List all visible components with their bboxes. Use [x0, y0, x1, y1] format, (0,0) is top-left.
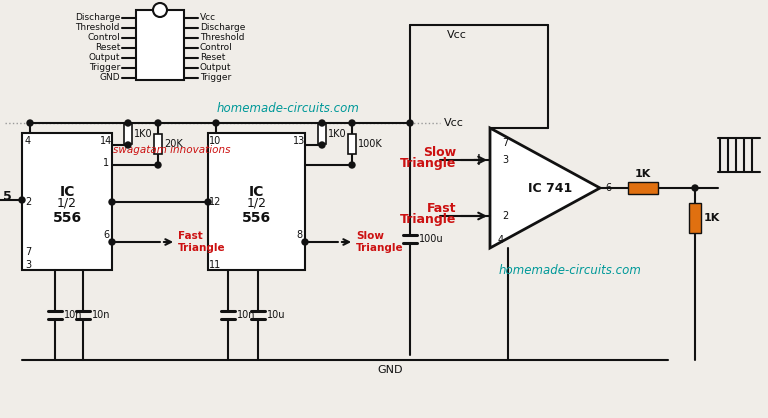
Circle shape — [302, 239, 308, 245]
Text: Slow: Slow — [423, 145, 456, 158]
Text: homemade-circuits.com: homemade-circuits.com — [217, 102, 359, 115]
Circle shape — [109, 239, 115, 245]
Text: IC: IC — [249, 184, 264, 199]
Text: Reset: Reset — [94, 43, 120, 53]
Text: GND: GND — [99, 74, 120, 82]
Text: Triangle: Triangle — [356, 243, 404, 253]
Bar — [208, 133, 305, 270]
Text: 1: 1 — [103, 158, 109, 168]
Circle shape — [155, 162, 161, 168]
Circle shape — [125, 120, 131, 126]
Text: 4: 4 — [25, 136, 31, 146]
Text: Trigger: Trigger — [89, 64, 120, 72]
Text: Threshold: Threshold — [75, 23, 120, 33]
Text: swagatam innovations: swagatam innovations — [113, 145, 230, 155]
Bar — [154, 134, 162, 154]
Circle shape — [213, 120, 219, 126]
Text: IC 741: IC 741 — [528, 181, 572, 194]
Text: 3: 3 — [25, 260, 31, 270]
Text: 1/2: 1/2 — [247, 197, 266, 210]
Circle shape — [27, 120, 33, 126]
Text: 12: 12 — [209, 197, 221, 207]
Text: 13: 13 — [293, 136, 305, 146]
Text: Control: Control — [88, 33, 120, 43]
Bar — [124, 124, 132, 144]
Text: 4: 4 — [498, 235, 504, 245]
Text: Vcc: Vcc — [447, 30, 467, 40]
Text: 7: 7 — [502, 138, 508, 148]
Text: 1K0: 1K0 — [328, 129, 346, 139]
Circle shape — [319, 120, 325, 126]
Text: 10u: 10u — [267, 310, 286, 320]
Circle shape — [692, 185, 698, 191]
Text: 10n: 10n — [237, 310, 256, 320]
Text: 100K: 100K — [358, 139, 382, 149]
Circle shape — [407, 120, 413, 126]
Circle shape — [205, 199, 211, 205]
Text: Triangle: Triangle — [399, 214, 456, 227]
Text: Output: Output — [200, 64, 231, 72]
Text: 5: 5 — [3, 189, 12, 202]
Text: 1K: 1K — [704, 213, 720, 223]
Polygon shape — [490, 128, 600, 248]
Text: 7: 7 — [25, 247, 31, 257]
Text: 10n: 10n — [64, 310, 82, 320]
Text: Triangle: Triangle — [178, 243, 226, 253]
Text: Control: Control — [200, 43, 233, 53]
Text: 14: 14 — [100, 136, 112, 146]
Circle shape — [19, 197, 25, 203]
Text: Output: Output — [88, 54, 120, 63]
Text: Triangle: Triangle — [399, 158, 456, 171]
Circle shape — [155, 120, 161, 126]
Circle shape — [349, 120, 355, 126]
Text: -: - — [479, 207, 485, 225]
Text: Discharge: Discharge — [200, 23, 245, 33]
Text: 2: 2 — [502, 211, 508, 221]
Text: GND: GND — [377, 365, 402, 375]
Circle shape — [109, 199, 115, 205]
Text: 100u: 100u — [419, 234, 444, 244]
Bar — [689, 203, 701, 233]
Bar — [348, 134, 356, 154]
Circle shape — [319, 142, 325, 148]
Text: 6: 6 — [103, 230, 109, 240]
Text: homemade-circuits.com: homemade-circuits.com — [498, 263, 641, 276]
Text: Fast: Fast — [426, 201, 456, 214]
Circle shape — [125, 142, 131, 148]
Text: Fast: Fast — [178, 231, 203, 241]
Text: Vcc: Vcc — [444, 118, 464, 128]
Text: Slow: Slow — [356, 231, 384, 241]
Text: Reset: Reset — [200, 54, 225, 63]
Text: 1/2: 1/2 — [57, 197, 77, 210]
Text: IC: IC — [59, 184, 74, 199]
Text: Vcc: Vcc — [200, 13, 216, 23]
Text: 11: 11 — [209, 260, 221, 270]
Circle shape — [349, 162, 355, 168]
Text: 1K: 1K — [635, 169, 651, 179]
Text: 3: 3 — [502, 155, 508, 165]
Text: Trigger: Trigger — [200, 74, 231, 82]
Text: Discharge: Discharge — [74, 13, 120, 23]
Text: +: + — [471, 151, 485, 169]
Text: 10: 10 — [209, 136, 221, 146]
Text: Threshold: Threshold — [200, 33, 244, 43]
Text: 556: 556 — [242, 211, 271, 224]
Text: 2: 2 — [25, 197, 31, 207]
Bar — [628, 182, 658, 194]
Text: 556: 556 — [52, 211, 81, 224]
Text: 1K0: 1K0 — [134, 129, 153, 139]
Text: 10n: 10n — [92, 310, 111, 320]
Circle shape — [153, 3, 167, 17]
Bar — [136, 10, 184, 80]
Bar — [318, 124, 326, 144]
Bar — [22, 133, 112, 270]
Text: 8: 8 — [296, 230, 302, 240]
Text: 20K: 20K — [164, 139, 183, 149]
Text: 6: 6 — [605, 183, 611, 193]
